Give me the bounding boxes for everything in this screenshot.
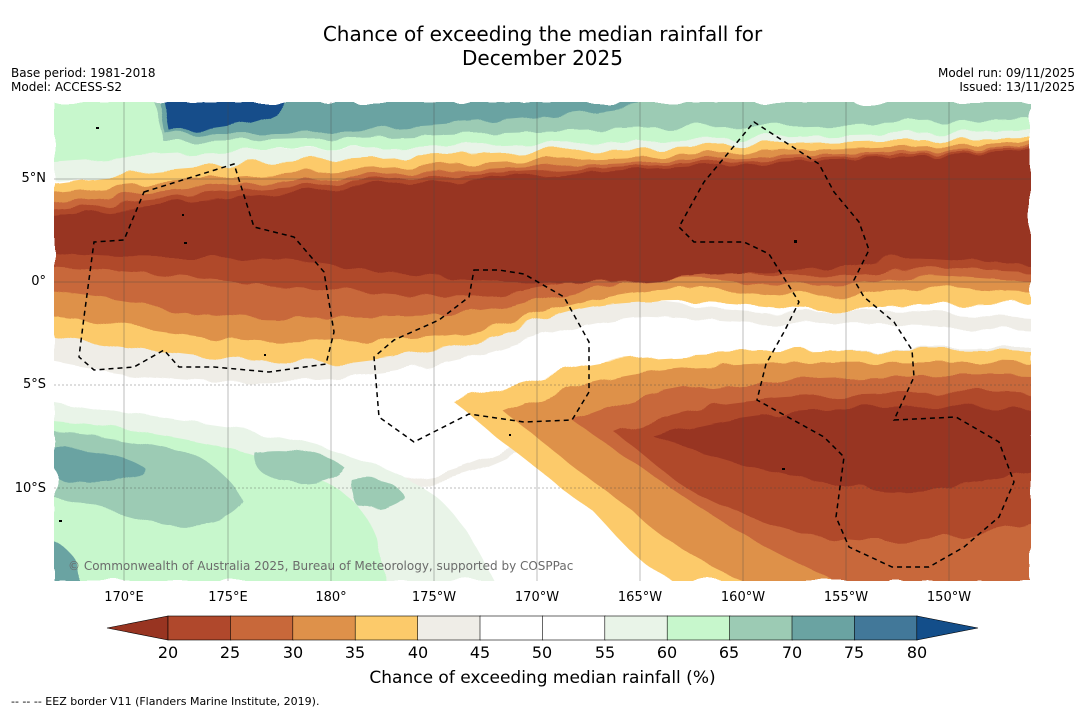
colorbar-tick: 40 — [407, 643, 429, 662]
lat-label-10s: 10°S — [14, 481, 46, 496]
graticule — [54, 102, 1031, 581]
colorbar-tick: 65 — [718, 643, 740, 662]
region-southwest-teal3 — [351, 480, 404, 509]
colorbar-segment — [167, 615, 232, 641]
colorbar-tick: 60 — [656, 643, 678, 662]
colorbar-extend-low — [106, 615, 169, 641]
lon-label-170w: 170°W — [514, 590, 560, 605]
lon-label-150w: 150°W — [926, 590, 972, 605]
colorbar-segment — [791, 615, 856, 641]
model-name: Model: ACCESS-S2 — [11, 80, 123, 94]
lat-label-5n: 5°N — [21, 171, 47, 186]
copyright-notice: © Commonwealth of Australia 2025, Bureau… — [68, 559, 574, 573]
eez-borders — [78, 121, 1015, 568]
model-run: Model run: 09/11/2025 — [937, 66, 1075, 80]
colorbar — [106, 615, 979, 641]
colorbar-segment — [292, 615, 357, 641]
islands — [59, 127, 797, 522]
colorbar-tick: 80 — [906, 643, 928, 662]
colorbar-segment — [354, 615, 419, 641]
region-southwest-blue — [54, 447, 144, 484]
colorbar-tick: 25 — [219, 643, 241, 662]
lat-label-0: 0° — [31, 274, 46, 289]
lon-label-170e: 170°E — [104, 590, 144, 605]
region-southwest-teal2 — [253, 450, 344, 484]
colorbar-tick: 50 — [531, 643, 553, 662]
colorbar-tick: 70 — [781, 643, 803, 662]
colorbar-segment — [230, 615, 294, 641]
chart-title-line1: Chance of exceeding the median rainfall … — [322, 22, 763, 46]
lon-label-160w: 160°W — [720, 590, 766, 605]
region-dry-below20 — [54, 150, 1031, 283]
colorbar-tick: 35 — [344, 643, 366, 662]
chart-title: Chance of exceeding the median rainfall … — [0, 22, 1085, 70]
colorbar-tick: 55 — [594, 643, 616, 662]
region-corner-blue — [54, 542, 79, 581]
lon-label-165w: 165°W — [617, 590, 663, 605]
colorbar-segment — [417, 615, 481, 641]
rainfall-map — [54, 102, 1031, 581]
colorbar-segment — [666, 615, 731, 641]
lat-label-5s: 5°S — [22, 377, 46, 392]
chart-title-line2: December 2025 — [462, 46, 623, 70]
meta-left: Base period: 1981-2018 Model: ACCESS-S2 — [11, 66, 156, 94]
colorbar-tick: 45 — [469, 643, 491, 662]
base-period: Base period: 1981-2018 — [11, 66, 156, 80]
colorbar-segment — [854, 615, 918, 641]
colorbar-segment — [729, 615, 793, 641]
lon-label-180: 180° — [315, 590, 347, 605]
meta-right: Model run: 09/11/2025 Issued: 13/11/2025 — [938, 66, 1075, 94]
colorbar-tick: 30 — [282, 643, 304, 662]
colorbar-segment — [479, 615, 544, 641]
region-north-darkblue — [164, 102, 284, 130]
issued-date: Issued: 13/11/2025 — [959, 80, 1075, 94]
eez-footnote: -- -- -- EEZ border V11 (Flanders Marine… — [11, 695, 320, 708]
colorbar-segment — [604, 615, 668, 641]
colorbar-tick: 75 — [843, 643, 865, 662]
colorbar-tick: 20 — [157, 643, 179, 662]
eez-border-kiribati-gilbert — [78, 163, 335, 373]
region-north-blue — [159, 102, 654, 135]
lon-label-155w: 155°W — [823, 590, 869, 605]
colorbar-label: Chance of exceeding median rainfall (%) — [369, 668, 716, 688]
colorbar-extend-high — [916, 615, 979, 641]
region-south-below20 — [654, 406, 1031, 491]
lon-label-175e: 175°E — [208, 590, 248, 605]
colorbar-segment — [542, 615, 606, 641]
lon-label-175w: 175°W — [411, 590, 457, 605]
eez-border-kiribati-phoenix — [373, 269, 590, 443]
